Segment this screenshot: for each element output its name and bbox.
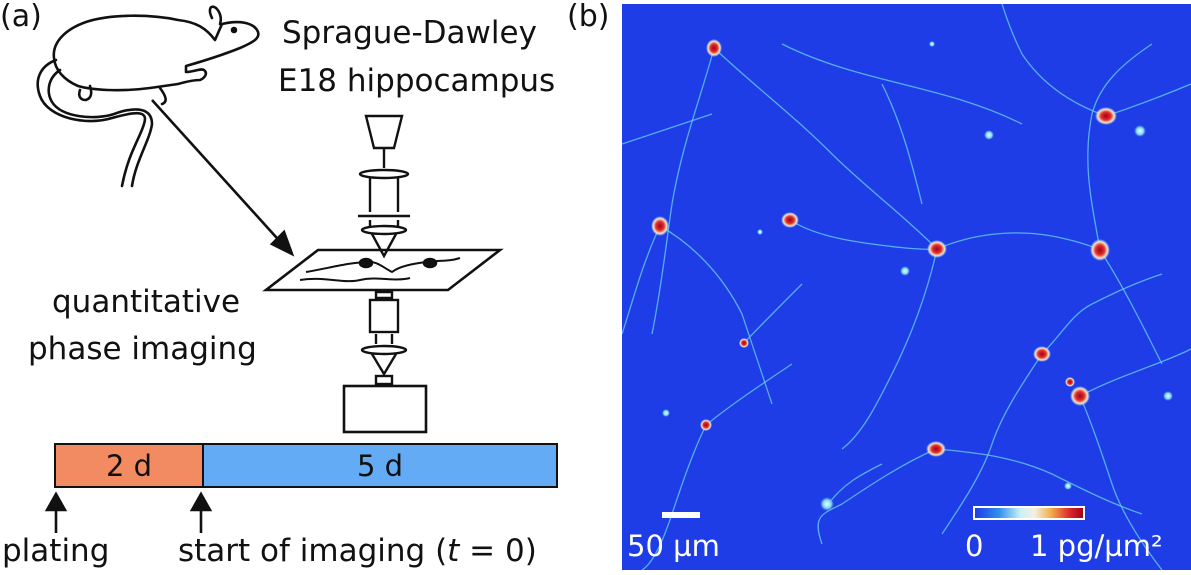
- plating-arrow-icon: [44, 491, 68, 533]
- rat-icon: [36, 5, 260, 188]
- subject-label-line2: E18 hippocampus: [278, 63, 556, 99]
- microscope-optics-icon: [358, 114, 410, 259]
- objective-lens-icon: [360, 290, 408, 386]
- timeline-bar: 2 d 5 d: [54, 443, 558, 488]
- event-imaging-suffix: = 0): [459, 533, 537, 569]
- arrow-to-sample-icon: [151, 99, 295, 257]
- timeline-phase-2: 5 d: [204, 445, 556, 486]
- method-label-line2: phase imaging: [28, 331, 257, 367]
- event-plating-label: plating: [2, 533, 110, 569]
- camera-icon: [342, 384, 428, 434]
- scale-bar-label: 50 µm: [627, 529, 720, 563]
- colorbar-min-label: 0: [965, 529, 984, 563]
- debris-spots: [662, 41, 1173, 511]
- method-label-line1: quantitative: [52, 284, 241, 320]
- panel-a-label: (a): [0, 0, 42, 34]
- cell-bodies: [651, 39, 1117, 457]
- scale-bar: [662, 512, 700, 518]
- sample-dish-icon: [262, 248, 504, 292]
- subject-label-line1: Sprague-Dawley: [282, 15, 537, 51]
- timeline-phase-1: 2 d: [56, 445, 204, 486]
- imaging-start-arrow-icon: [189, 491, 213, 533]
- phase-image: [622, 4, 1191, 570]
- event-imaging-prefix: start of imaging (: [178, 533, 448, 569]
- colorbar-max-label: 1 pg/µm²: [1030, 529, 1163, 563]
- neuron-culture-image: [622, 4, 1191, 570]
- colorbar: [973, 506, 1085, 520]
- event-imaging-start-label: start of imaging (t = 0): [178, 536, 537, 567]
- panel-b-label: (b): [567, 0, 610, 34]
- event-imaging-variable: t: [447, 533, 460, 569]
- neurite-network: [622, 4, 1191, 570]
